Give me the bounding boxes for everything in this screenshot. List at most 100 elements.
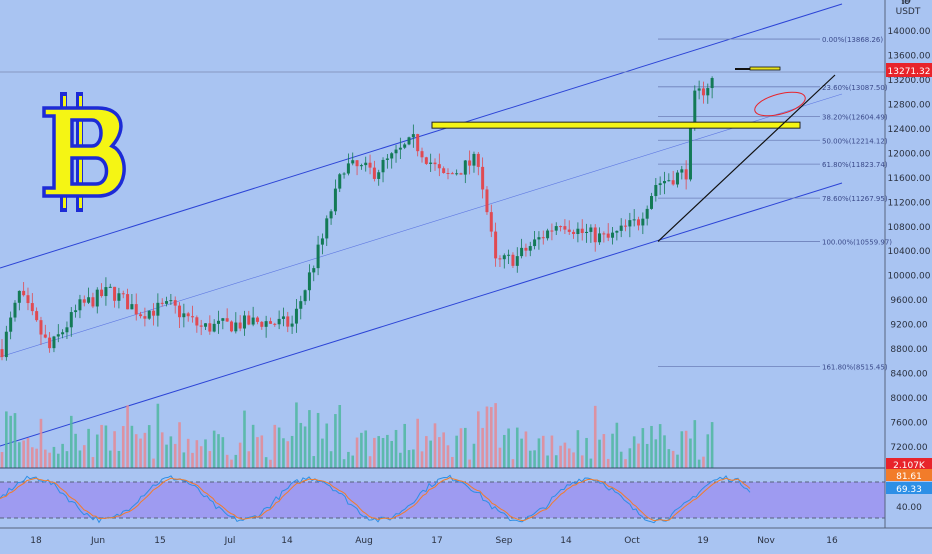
- candle-body: [173, 300, 177, 306]
- candle-body: [390, 153, 394, 159]
- highlight-ellipse[interactable]: [752, 88, 807, 121]
- volume-bar: [364, 430, 368, 468]
- volume-bar: [585, 437, 588, 468]
- volume-bar: [689, 438, 692, 468]
- candle-body: [9, 317, 13, 332]
- volume-bar: [299, 422, 303, 468]
- candle-body: [260, 321, 264, 327]
- volume-bar: [412, 449, 415, 468]
- candle-body: [325, 218, 329, 239]
- candle-body: [134, 304, 138, 315]
- channel-upper-line[interactable]: [0, 3, 843, 269]
- price-tick-label: 14000.00: [888, 27, 931, 37]
- price-axis[interactable]: ℹ𝜭 USDT 14000.00 13600.00 13200.00 12800.00…: [886, 0, 932, 513]
- volume-bar: [511, 459, 515, 468]
- candle-body: [398, 147, 402, 150]
- candle-body: [143, 316, 147, 319]
- fib-level-label: 50.00%(12214.12): [822, 137, 888, 145]
- price-tick-label: 12400.00: [888, 125, 931, 135]
- time-tick-label: 19: [697, 536, 709, 546]
- price-marker-box[interactable]: [749, 66, 781, 71]
- current-price-value: 13271.32: [888, 67, 931, 77]
- candle-body: [468, 160, 472, 166]
- volume-bar: [290, 435, 294, 468]
- candle-body: [320, 238, 324, 245]
- fib-level-label: 0.00%(13868.26): [822, 36, 883, 44]
- candle-body: [91, 297, 95, 307]
- volume-bar: [624, 459, 627, 468]
- price-tick-label: 8800.00: [890, 345, 927, 355]
- current-price-tag: [886, 63, 932, 77]
- ascending-trendline[interactable]: [657, 74, 836, 242]
- candle-body: [0, 349, 4, 358]
- volume-bar: [303, 426, 307, 468]
- volume-bar: [256, 437, 259, 468]
- volume-bar: [654, 439, 658, 468]
- candle-body: [277, 318, 281, 325]
- candle-body: [589, 227, 593, 232]
- candle-body: [637, 219, 641, 226]
- candle-body: [407, 137, 411, 145]
- candle-body: [489, 212, 493, 232]
- volume-bar: [308, 410, 311, 468]
- volume-bar: [451, 456, 454, 468]
- candle-body: [368, 162, 372, 168]
- price-tick-label: 12800.00: [888, 100, 931, 110]
- candle-body: [572, 231, 576, 235]
- candle-body: [485, 189, 489, 213]
- time-axis[interactable]: 18 Jun 15 Jul 14 Aug 17 Sep 14 Oct 19 Nov 16: [30, 536, 838, 546]
- volume-bar: [217, 434, 220, 468]
- candle-body: [104, 287, 108, 297]
- candle-body: [316, 244, 320, 269]
- currency-label: USDT: [896, 7, 921, 17]
- candle-body: [472, 153, 476, 166]
- candle-body: [550, 230, 554, 232]
- volume-bar: [91, 457, 95, 468]
- candle-body: [706, 88, 710, 96]
- stoch-tick: 40.00: [896, 503, 922, 513]
- candle-body: [381, 159, 385, 173]
- volume-bar: [425, 436, 428, 468]
- stoch-lines: [0, 474, 751, 524]
- candle-body: [437, 164, 441, 169]
- candle-body: [22, 290, 26, 296]
- volume-bar: [39, 418, 43, 468]
- volume-bar: [559, 445, 562, 468]
- volume-bar: [472, 443, 476, 468]
- candle-body: [26, 295, 30, 304]
- candle-body: [156, 302, 160, 316]
- volume-value: 2.107K: [893, 461, 926, 471]
- candle-body: [186, 313, 190, 317]
- volume-bar: [580, 455, 584, 468]
- stoch-k-value: 81.61: [896, 472, 922, 482]
- candle-body: [182, 313, 186, 318]
- candle-body: [56, 334, 60, 337]
- candle-body: [221, 318, 225, 321]
- volume-bar: [602, 434, 606, 468]
- candle-body: [65, 327, 69, 333]
- volume-bar: [507, 428, 510, 468]
- candle-body: [204, 323, 208, 327]
- candle-body: [671, 180, 675, 185]
- candle-body: [442, 168, 446, 174]
- volume-bar: [74, 433, 77, 468]
- stochastic-pane[interactable]: [0, 467, 885, 524]
- channel-lower-line[interactable]: [0, 182, 843, 447]
- volume-bar: [420, 451, 424, 468]
- support-box[interactable]: [431, 121, 801, 129]
- volume-bar: [160, 432, 164, 468]
- candle-body: [212, 323, 216, 332]
- candle-body: [628, 220, 632, 227]
- candle-body: [675, 172, 679, 185]
- volume-bar: [390, 440, 393, 468]
- volume-bar: [139, 438, 142, 468]
- candle-body: [394, 149, 398, 154]
- volume-bar: [48, 452, 51, 468]
- candle-body: [446, 173, 450, 175]
- candle-body: [290, 323, 294, 327]
- volume-bar: [126, 405, 129, 468]
- volume-bar: [247, 451, 251, 468]
- volume-bar: [567, 448, 571, 468]
